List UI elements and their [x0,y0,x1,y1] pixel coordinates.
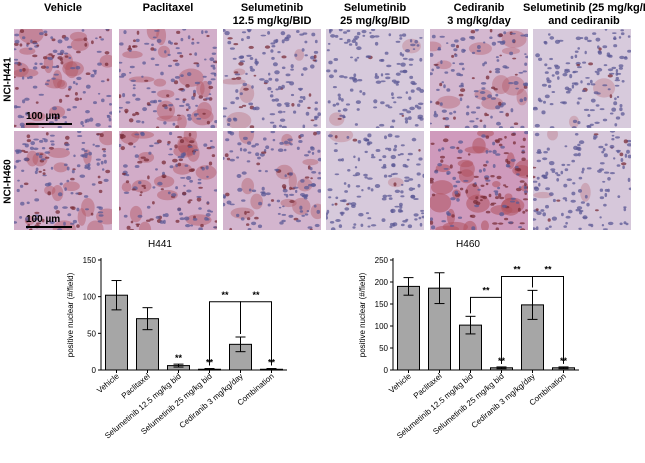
bracket-label: ** [513,265,521,275]
scale-bar-label: 100 µm [26,111,61,122]
column-header: Selumetinib 25 mg/kg/BID [315,2,435,28]
scale-bar-label: 100 µm [26,214,61,225]
bracket-label: ** [544,265,552,275]
y-tick-label: 250 [375,256,389,265]
y-tick-label: 0 [92,366,97,375]
y-tick-label: 0 [384,366,389,375]
tissue-image [14,29,112,128]
row-label-h460: NCI-H460 [2,159,14,204]
column-header-line2: 12.5 mg/kg/BID [232,15,312,27]
tissue-image [533,131,631,230]
row-label-h441: NCI-H441 [2,57,14,102]
bar-chart-h460: positive nuclear (#/field) 0 50 100 150 200 25… [345,250,630,458]
column-header-line1: Paclitaxel [142,2,194,14]
y-tick-label: 150 [83,256,97,265]
column-header-line1: Vehicle [44,2,82,14]
tissue-image [430,29,528,128]
micrograph-panel [430,29,528,128]
micrograph-panel [14,131,112,230]
y-axis-label: positive nuclear (#/field) [358,272,367,357]
y-axis-label: positive nuclear (#/field) [66,272,75,357]
y-tick-label: 50 [87,329,96,338]
tissue-image [326,131,424,230]
column-header-line1: Selumetinib [240,2,304,14]
bar-chart-h460-svg: positive nuclear (#/field) 0 50 100 150 200 25… [358,256,579,441]
column-header: Vehicle [3,2,123,15]
micrograph-panel [326,29,424,128]
column-header-line1: Selumetinib (25 mg/kg/BID) [523,2,645,14]
tissue-image [430,131,528,230]
y-tick-label: 100 [375,322,389,331]
column-header-line2: and cediranib [548,15,620,27]
column-header-line2: 25 mg/kg/BID [340,15,410,27]
bar-chart-h441: positive nuclear (#/field) 0 50 100 150 Vehic… [55,250,325,458]
column-header-line1: Selumetinib [343,2,407,14]
micrograph-panel [14,29,112,128]
column-header: Paclitaxel [108,2,228,15]
chart-title-h441: H441 [148,239,172,250]
column-header-line1: Cediranib [453,2,505,14]
column-header: Selumetinib 12.5 mg/kg/BID [212,2,332,28]
bracket-label: ** [221,290,229,300]
micrograph-panel [223,131,321,230]
scale-bar-h441: 100 µm [26,111,72,125]
scale-bar-h460: 100 µm [26,214,72,228]
micrograph-panel [119,131,217,230]
column-header: Cediranib 3 mg/kg/day [419,2,539,28]
bar [397,285,420,371]
micrograph-panel [430,131,528,230]
tissue-image [326,29,424,128]
tissue-image [14,131,112,230]
significance-bracket [240,301,272,366]
chart-title-h460: H460 [456,239,480,250]
tissue-image [223,29,321,128]
y-tick-label: 150 [375,300,389,309]
scale-bar-line [26,123,72,125]
y-tick-label: 100 [83,293,97,302]
bracket-label: ** [252,290,260,300]
micrograph-panel [119,29,217,128]
micrograph-panel [326,131,424,230]
tissue-image [119,29,217,128]
tissue-image [533,29,631,128]
significance-bracket [532,276,564,364]
bracket-label: ** [482,285,490,295]
scale-bar-line [26,226,72,228]
tissue-image [119,131,217,230]
micrograph-panel [223,29,321,128]
micrograph-panel [533,29,631,128]
column-header-line2: 3 mg/kg/day [447,15,511,27]
significance-label: ** [175,353,183,363]
x-tick-label: Vehicle [95,371,121,395]
y-tick-label: 50 [379,344,388,353]
x-tick-label: Vehicle [387,371,413,395]
y-tick-label: 200 [375,278,389,287]
bar-chart-h441-svg: positive nuclear (#/field) 0 50 100 150 Vehic… [66,256,287,441]
micrograph-panel [533,131,631,230]
column-header: Selumetinib (25 mg/kg/BID)and cediranib [523,2,645,28]
tissue-image [223,131,321,230]
